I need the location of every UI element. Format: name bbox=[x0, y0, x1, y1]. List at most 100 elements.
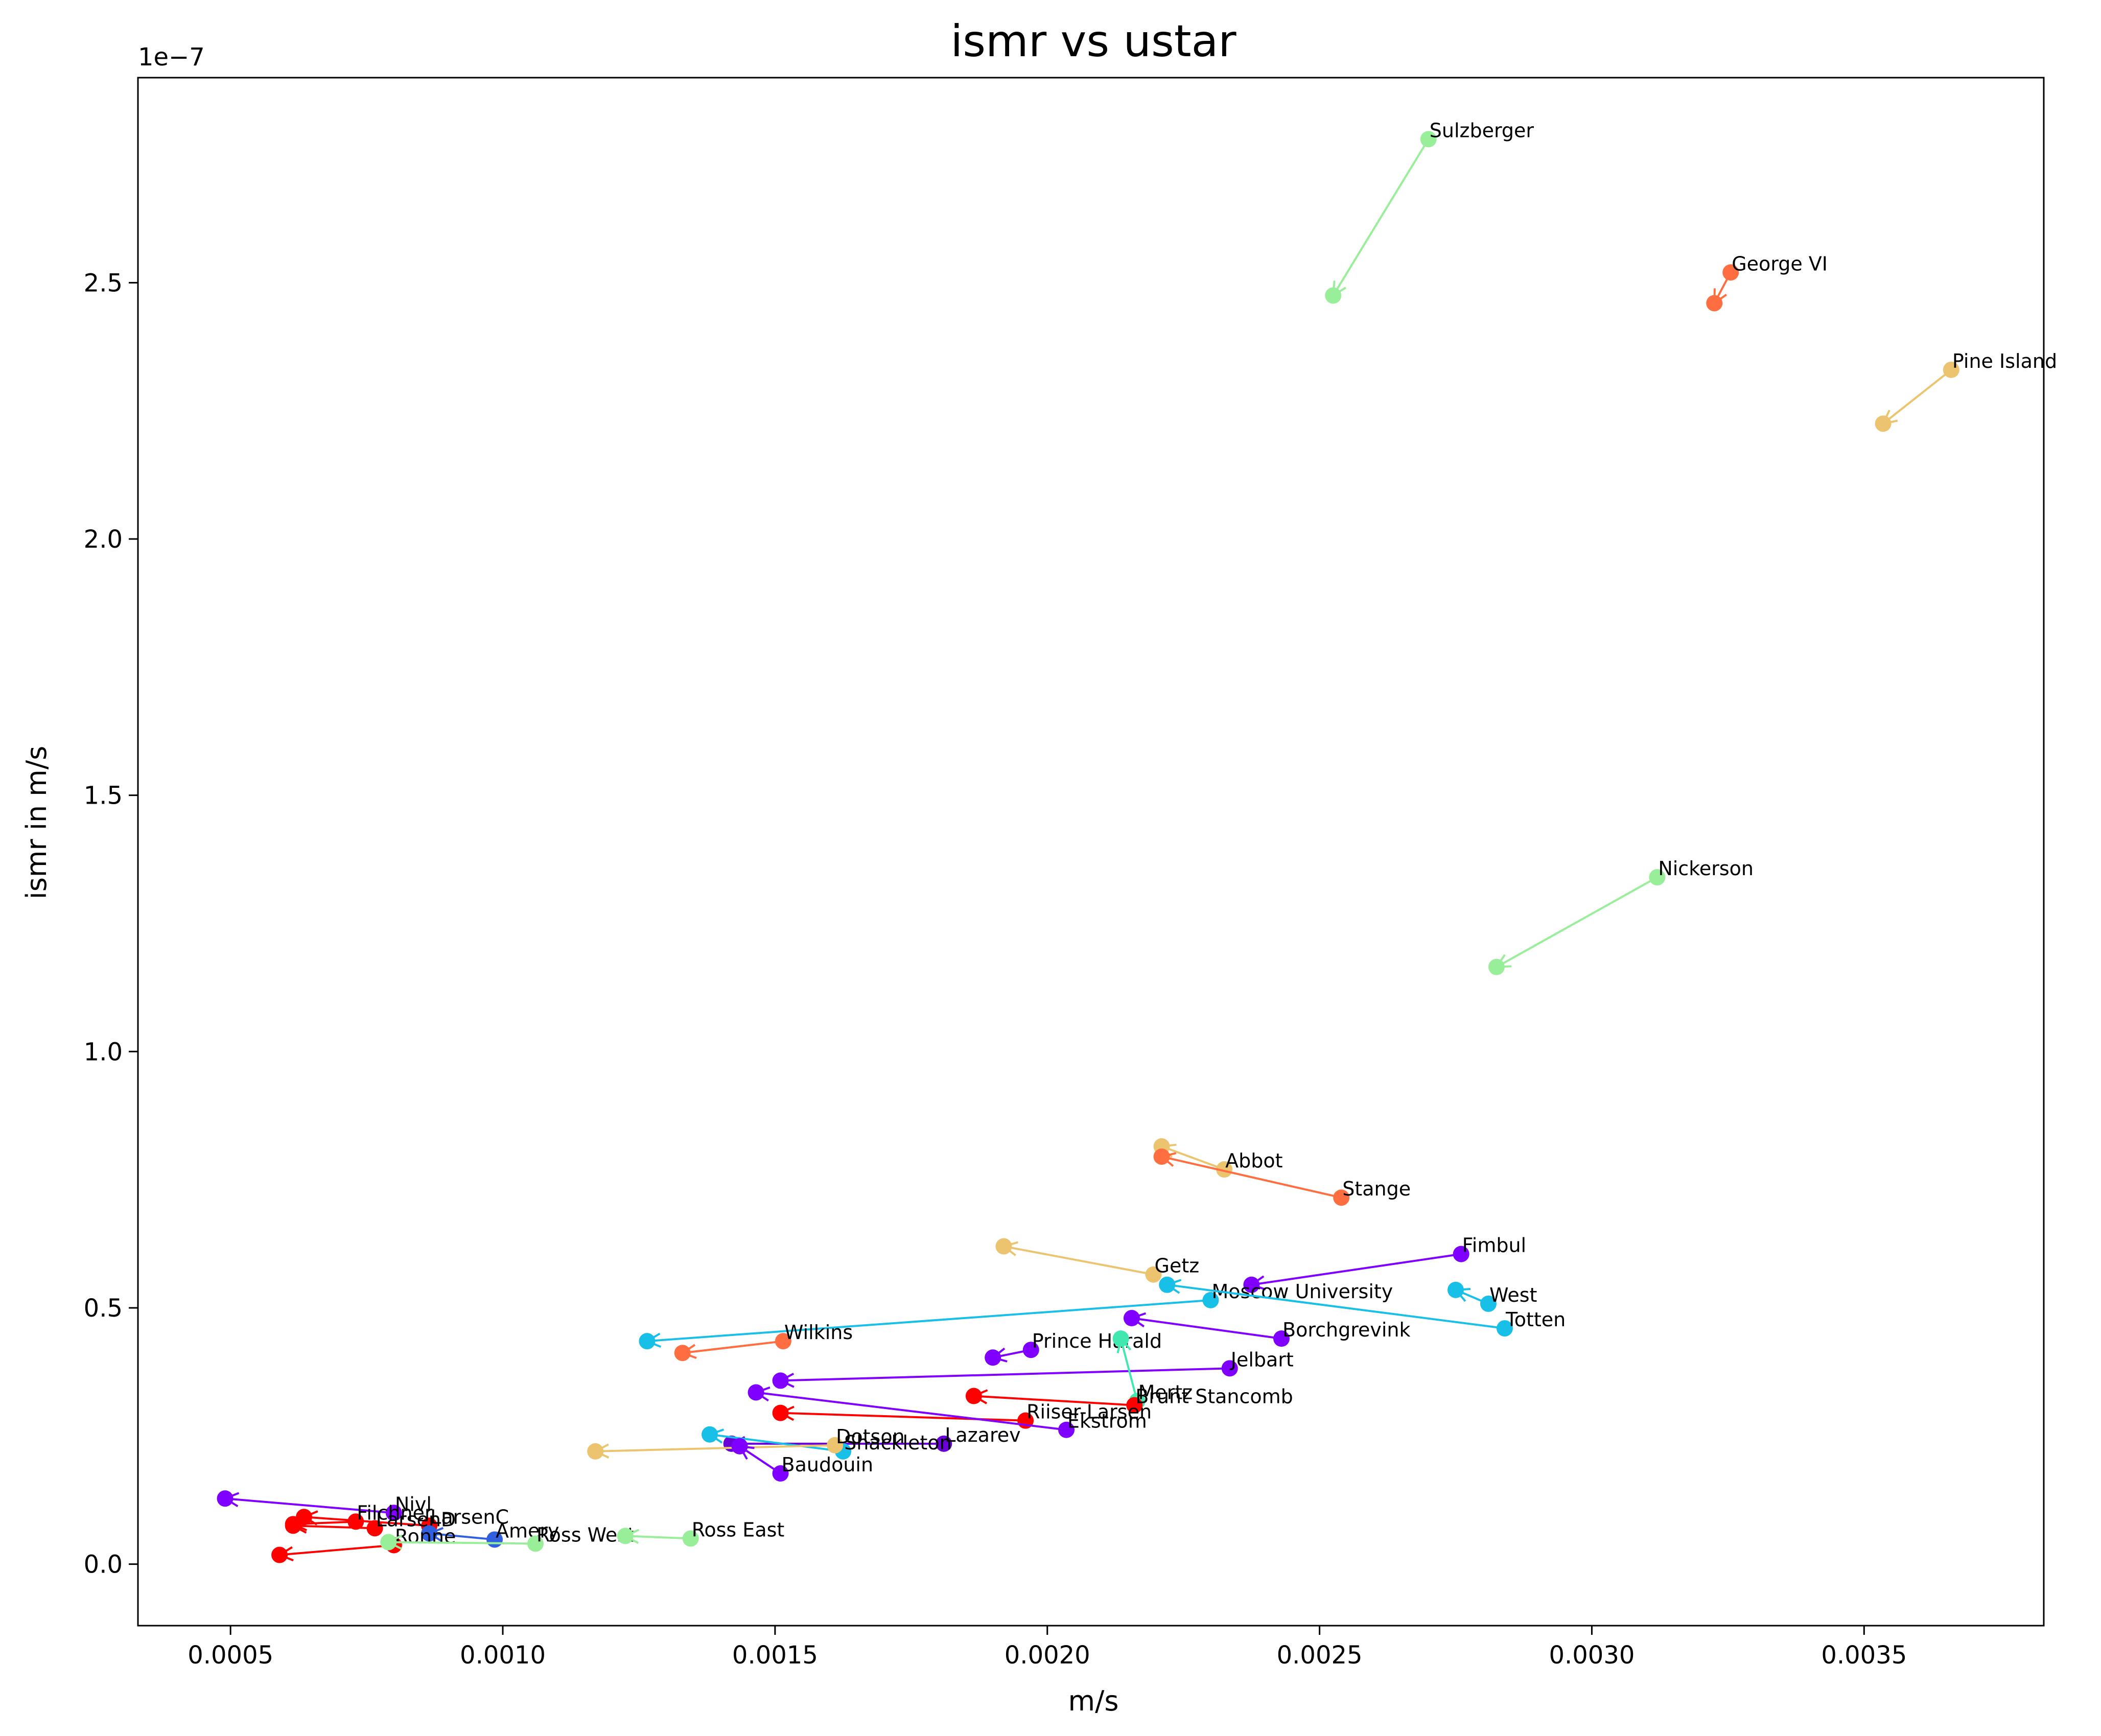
series-7: Getz bbox=[995, 1238, 1199, 1283]
arrow-line bbox=[1119, 1338, 1138, 1402]
data-point bbox=[1202, 1292, 1219, 1308]
point-label: Amery bbox=[496, 1519, 559, 1542]
series-2: Pine Island bbox=[1875, 350, 2057, 432]
series-3: Nickerson bbox=[1488, 857, 1754, 975]
data-point bbox=[827, 1437, 844, 1453]
data-point bbox=[1159, 1276, 1176, 1293]
x-tick-label: 0.0015 bbox=[732, 1641, 818, 1670]
data-point bbox=[587, 1443, 604, 1460]
arrow-line bbox=[1882, 369, 1952, 425]
series-23: Nivl bbox=[217, 1490, 432, 1521]
data-point bbox=[1333, 1189, 1350, 1206]
data-point bbox=[1022, 1342, 1039, 1358]
arrow-line bbox=[1166, 1283, 1505, 1330]
y-tick-label: 2.5 bbox=[84, 269, 123, 297]
y-tick-label: 1.5 bbox=[84, 782, 123, 810]
arrow-line bbox=[279, 1544, 394, 1556]
arrow-line bbox=[647, 1299, 1211, 1343]
point-label: LarsenD bbox=[376, 1508, 456, 1531]
arrow-line bbox=[625, 1535, 691, 1540]
series-6: Fimbul bbox=[1243, 1234, 1526, 1293]
data-point bbox=[674, 1345, 691, 1362]
point-label: Borchgrevink bbox=[1282, 1319, 1411, 1341]
point-label: Mertz bbox=[1138, 1381, 1193, 1404]
data-point bbox=[1488, 958, 1505, 975]
data-point bbox=[421, 1525, 438, 1542]
point-label: Riiser-Larsen bbox=[1026, 1401, 1152, 1423]
series-27: Amery bbox=[421, 1519, 559, 1548]
arrow-line bbox=[682, 1340, 784, 1354]
data-point bbox=[1649, 869, 1666, 886]
series-18: Ekstrom bbox=[748, 1384, 1147, 1438]
data-point bbox=[1273, 1330, 1290, 1347]
plot-area: Sulzberger George VI Pine Island Nickerson A… bbox=[217, 119, 2057, 1563]
data-point bbox=[748, 1384, 764, 1401]
series-5: Stange bbox=[1153, 1148, 1411, 1206]
arrow-line bbox=[1251, 1253, 1461, 1286]
series-28: Ronne bbox=[271, 1525, 456, 1563]
data-point bbox=[936, 1435, 952, 1452]
series-0: Sulzberger bbox=[1325, 119, 1534, 304]
series-20: Shackleton bbox=[702, 1426, 952, 1460]
data-point bbox=[1123, 1310, 1140, 1327]
arrow-line bbox=[780, 1367, 1230, 1382]
point-label: Sulzberger bbox=[1430, 119, 1534, 142]
arrow-line bbox=[1131, 1317, 1282, 1340]
point-label: Dotson bbox=[836, 1425, 905, 1448]
point-label: Ronne bbox=[395, 1525, 456, 1547]
arrow-line bbox=[293, 1520, 356, 1526]
data-point bbox=[617, 1528, 634, 1544]
y-tick-label: 0.0 bbox=[84, 1551, 123, 1579]
plot-frame bbox=[137, 77, 2045, 1627]
point-label: Nivl bbox=[395, 1493, 432, 1515]
point-label: Abbot bbox=[1225, 1149, 1282, 1172]
arrow-line bbox=[1496, 876, 1658, 968]
data-point bbox=[271, 1546, 288, 1563]
arrow-line bbox=[1332, 138, 1430, 296]
x-tick-label: 0.0030 bbox=[1549, 1641, 1635, 1670]
series-16: Brunt Stancomb bbox=[965, 1386, 1293, 1414]
series-9: West bbox=[1448, 1281, 1537, 1312]
y-tick-label: 2.0 bbox=[84, 525, 123, 554]
arrow-line bbox=[973, 1395, 1135, 1406]
x-tick-label: 0.0005 bbox=[188, 1641, 273, 1670]
data-point bbox=[772, 1404, 789, 1421]
data-point bbox=[1153, 1148, 1170, 1165]
data-point bbox=[682, 1530, 699, 1547]
data-point bbox=[285, 1516, 301, 1533]
series-30: Ross East bbox=[617, 1518, 784, 1547]
data-point bbox=[1221, 1360, 1238, 1377]
point-label: Baudouin bbox=[782, 1453, 874, 1476]
point-label: Prince Harald bbox=[1032, 1330, 1162, 1352]
data-point bbox=[702, 1426, 718, 1443]
x-axis-label: m/s bbox=[1068, 1685, 1119, 1717]
series-1: George VI bbox=[1706, 252, 1828, 312]
x-tick-label: 0.0020 bbox=[1005, 1641, 1090, 1670]
data-point bbox=[995, 1238, 1012, 1255]
point-label: Wilkins bbox=[784, 1321, 853, 1344]
x-axis: 0.0005 0.0010 0.0015 0.0020 0.0025 0.0030 0.00… bbox=[188, 1626, 1907, 1670]
point-label: Brunt Stancomb bbox=[1135, 1386, 1293, 1408]
y-offset-text: 1e−7 bbox=[138, 43, 205, 72]
data-point bbox=[639, 1333, 656, 1350]
data-point bbox=[380, 1534, 397, 1551]
point-label: West bbox=[1489, 1284, 1537, 1306]
data-point bbox=[1145, 1266, 1162, 1283]
point-label: Stange bbox=[1342, 1178, 1411, 1200]
series-26: Filchner bbox=[285, 1502, 433, 1533]
arrow-line bbox=[429, 1532, 495, 1541]
data-point bbox=[1722, 264, 1739, 281]
arrow-line bbox=[293, 1524, 375, 1530]
series-11: Borchgrevink bbox=[1123, 1310, 1411, 1347]
data-point bbox=[1706, 295, 1723, 312]
data-point bbox=[1126, 1397, 1143, 1414]
series-12: Wilkins bbox=[674, 1321, 853, 1362]
point-label: Pine Island bbox=[1952, 350, 2057, 372]
y-tick-label: 0.5 bbox=[84, 1294, 123, 1323]
x-tick-label: 0.0035 bbox=[1821, 1641, 1907, 1670]
data-point bbox=[1216, 1161, 1233, 1178]
y-axis-label: ismr in m/s bbox=[20, 746, 53, 899]
x-tick-label: 0.0010 bbox=[460, 1641, 546, 1670]
arrow-line bbox=[388, 1541, 535, 1545]
